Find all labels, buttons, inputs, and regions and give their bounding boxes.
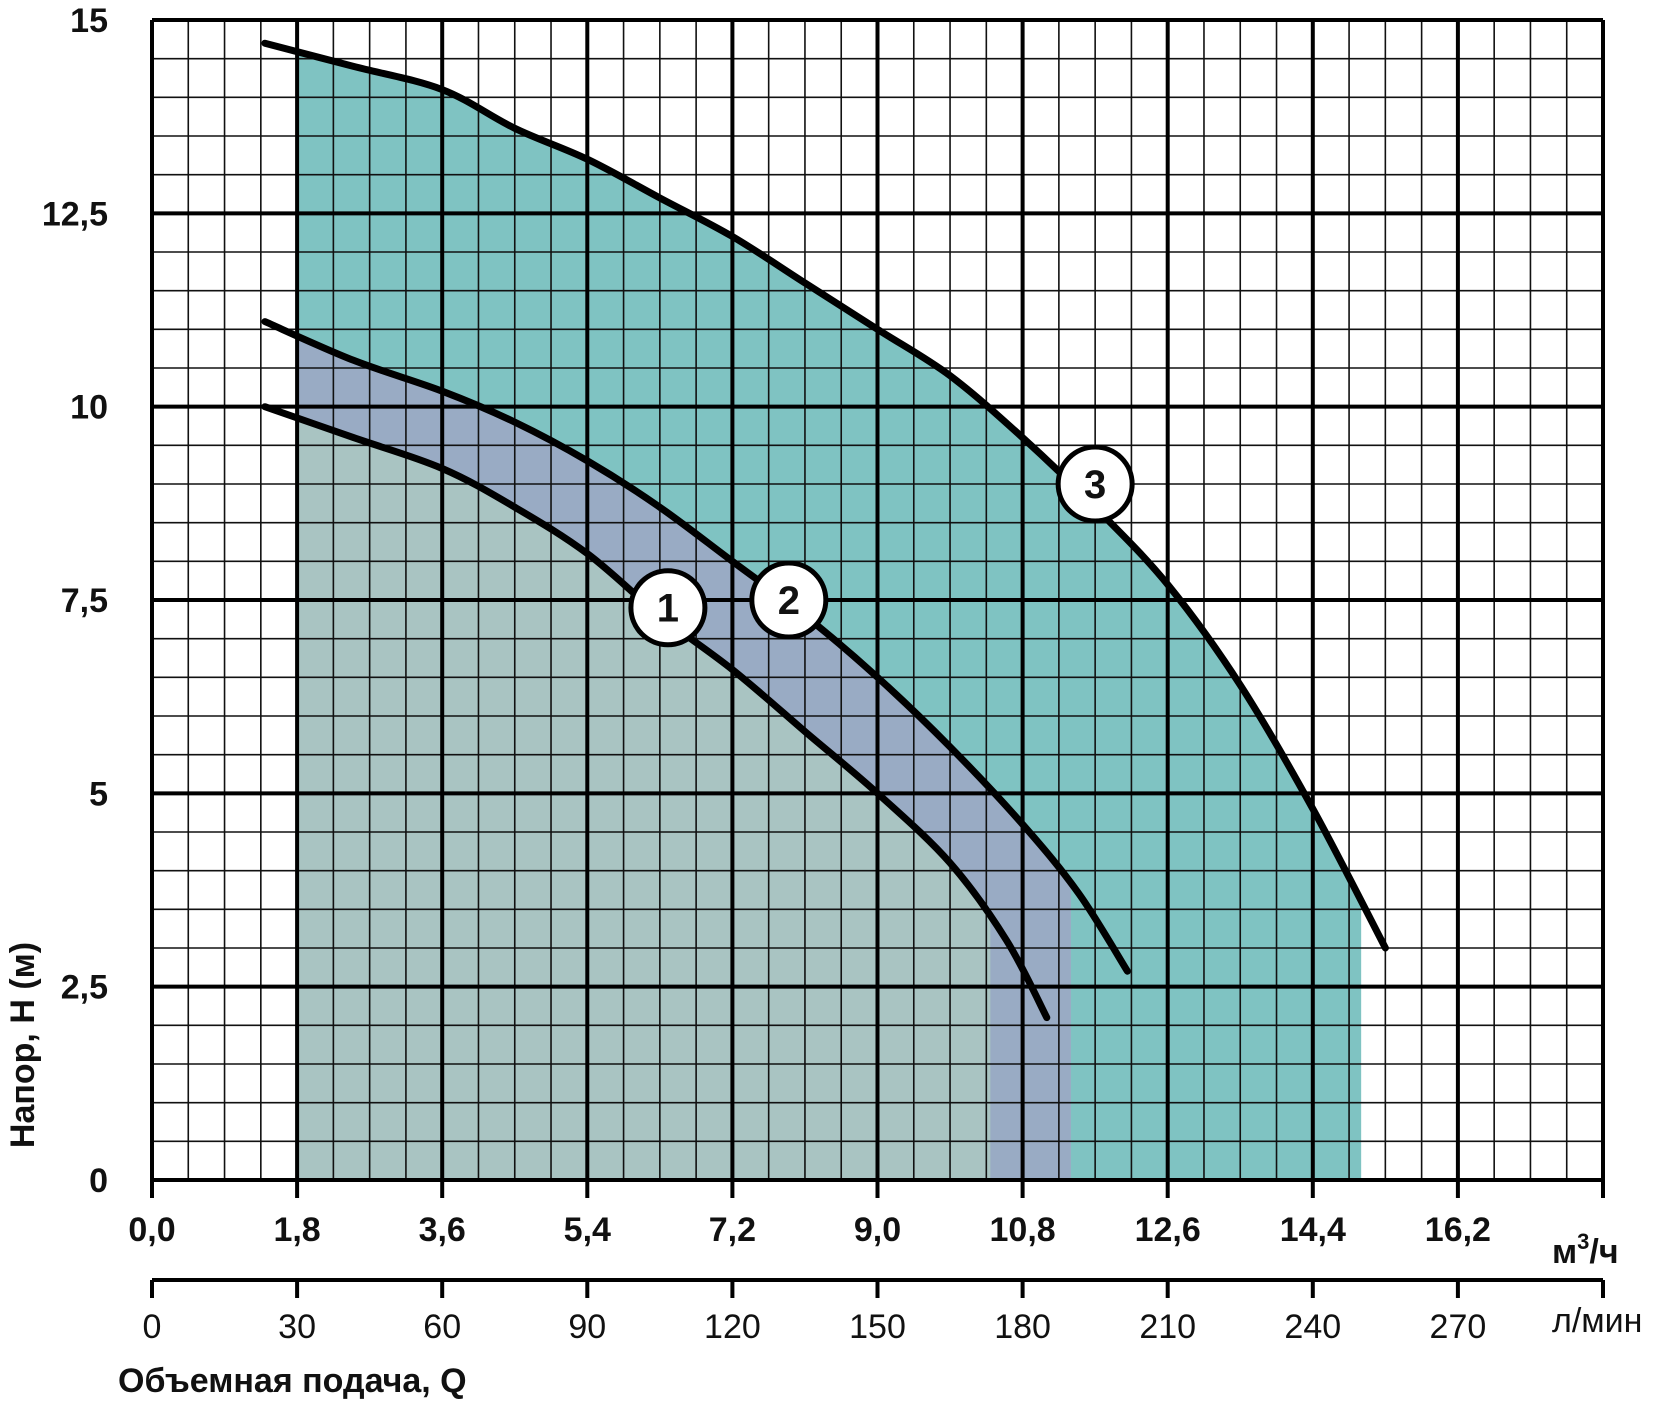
series-fill-1: [297, 417, 991, 1180]
x-tick-label-m3h: 12,6: [1135, 1211, 1201, 1249]
x-tick-label-lmin: 60: [423, 1308, 461, 1346]
x-tick-label-lmin: 90: [568, 1308, 606, 1346]
y-tick-label: 5: [89, 775, 108, 813]
y-tick-label: 7,5: [61, 582, 108, 620]
x-tick-label-m3h: 7,2: [709, 1211, 756, 1249]
y-tick-label: 15: [70, 2, 108, 40]
series-curve-1: [261, 403, 1051, 1022]
x-tick-label-lmin: 240: [1284, 1308, 1341, 1346]
x-tick-label-lmin: 0: [143, 1308, 162, 1346]
x-tick-label-m3h: 3,6: [419, 1211, 466, 1249]
series-marker-2: [749, 560, 829, 640]
x-tick-label-m3h: 1,8: [273, 1211, 320, 1249]
x-unit-bottom: л/мин: [1552, 1302, 1642, 1340]
series-marker-1: [628, 568, 708, 648]
y-tick-label: 10: [70, 389, 108, 427]
series-markers: 1 2 3: [628, 444, 1135, 648]
y-tick-label: 0: [89, 1162, 108, 1200]
x-tick-label-m3h: 9,0: [854, 1211, 901, 1249]
x-tick-label-m3h: 16,2: [1425, 1211, 1491, 1249]
x-tick-label-lmin: 150: [849, 1308, 906, 1346]
series-curve-3: [261, 39, 1389, 952]
x-unit-top: м3/ч: [1552, 1229, 1619, 1271]
series-marker-label-3: 3: [1084, 463, 1106, 507]
series-marker-label-1: 1: [657, 587, 679, 631]
axis-labels: Напор, H (м) Объемная подача, Q л/мин м3…: [4, 942, 1642, 1400]
x-tick-label-m3h: 14,4: [1280, 1211, 1346, 1249]
major-grid: [150, 18, 1605, 1182]
x-tick-label-lmin: 30: [278, 1308, 316, 1346]
series-curve-2: [261, 318, 1131, 975]
x-tick-label-m3h: 10,8: [990, 1211, 1056, 1249]
y-tick-label: 12,5: [42, 195, 108, 233]
x-tick-label-lmin: 120: [704, 1308, 761, 1346]
x-tick-label-m3h: 0,0: [128, 1211, 175, 1249]
series-marker-3: [1055, 444, 1135, 524]
series-curves: [261, 39, 1389, 1022]
x-axis-label: Объемная подача, Q: [118, 1362, 467, 1400]
y-tick-label: 2,5: [61, 969, 108, 1007]
series-marker-label-2: 2: [778, 579, 800, 623]
y-axis-label: Напор, H (м): [4, 942, 42, 1148]
x-tick-label-lmin: 180: [994, 1308, 1051, 1346]
x-tick-label-lmin: 210: [1139, 1308, 1196, 1346]
x-tick-label-m3h: 5,4: [564, 1211, 611, 1249]
x-tick-label-lmin: 270: [1430, 1308, 1487, 1346]
